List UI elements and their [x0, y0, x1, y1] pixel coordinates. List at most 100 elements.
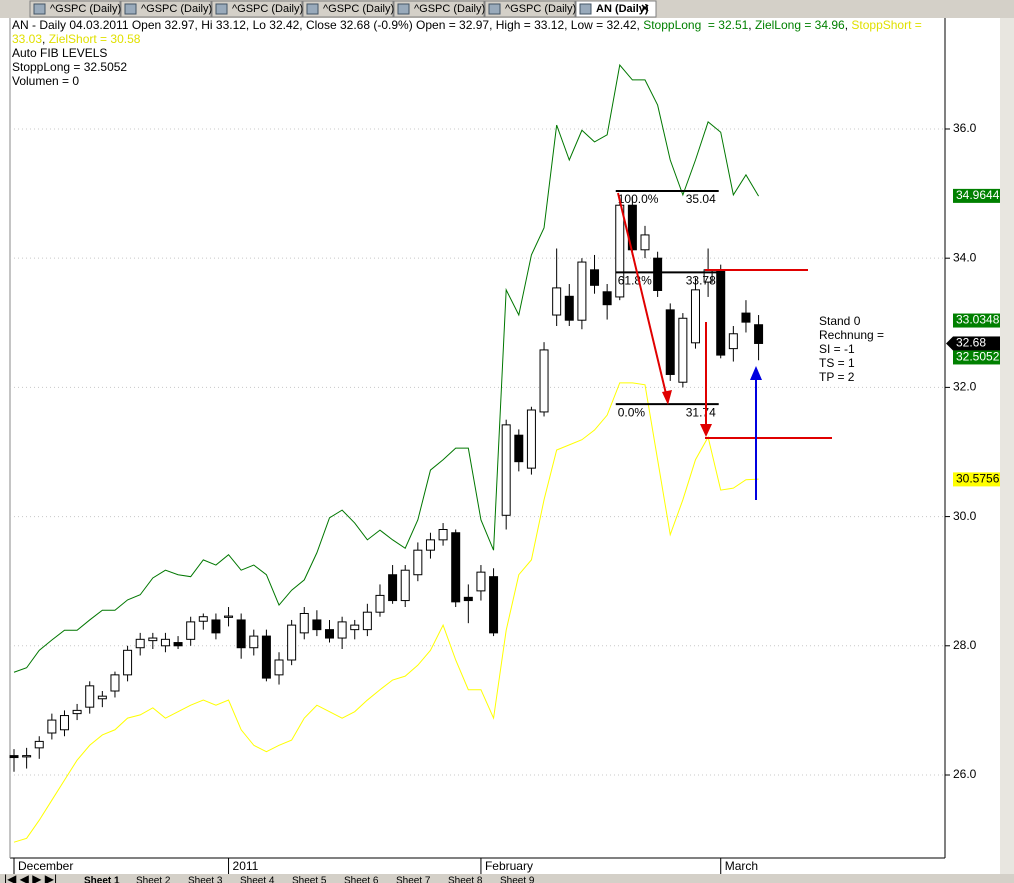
candle-body — [501, 424, 511, 516]
candle-body — [716, 269, 726, 356]
header-line: Volumen = 0 — [12, 74, 80, 88]
tab-icon — [215, 3, 228, 15]
drawings — [617, 192, 832, 500]
candle-body — [564, 295, 574, 321]
price-label: 30.5756 — [956, 472, 1000, 486]
x-tick-label: March — [725, 859, 758, 873]
tab-icon — [306, 3, 319, 15]
candle-body — [754, 324, 764, 344]
header-segment: , — [844, 18, 852, 32]
sheet-tab[interactable]: Sheet 1 — [84, 876, 120, 883]
candle-body — [312, 619, 322, 631]
candle-body — [9, 755, 19, 759]
tab-label[interactable]: ^GSPC (Daily) — [141, 3, 212, 15]
sheet-tab[interactable]: Sheet 3 — [188, 876, 223, 883]
tab-label[interactable]: ^GSPC (Daily) — [50, 3, 121, 15]
header-segment: StoppLong = 32.51 — [643, 18, 749, 32]
candle-body — [299, 612, 309, 634]
candle-body — [741, 312, 751, 323]
candle-body — [325, 629, 334, 639]
tab[interactable] — [393, 0, 485, 18]
info-line: TP = 2 — [819, 370, 855, 384]
candle-body — [34, 740, 44, 749]
header-line: StoppLong = 32.5052 — [12, 60, 128, 74]
candle-body — [388, 574, 398, 602]
sheet-tab[interactable]: Sheet 9 — [500, 876, 535, 883]
tab-close[interactable] — [641, 4, 649, 12]
y-tick-label: 28.0 — [953, 638, 977, 652]
x-tick-label: December — [18, 859, 73, 873]
candle-body — [211, 619, 221, 634]
sheet-nav[interactable]: |◀ ◀ ▶ ▶| — [4, 872, 57, 883]
sheet-tab[interactable]: Sheet 6 — [344, 876, 379, 883]
candle-body — [413, 549, 423, 576]
y-tick-label: 34.0 — [953, 250, 977, 264]
price-box — [953, 472, 1000, 487]
header-line: Auto FIB LEVELS — [12, 46, 108, 60]
header-segment: , — [748, 18, 755, 32]
candle-body — [463, 596, 473, 602]
candle-body — [590, 269, 600, 286]
candle-body — [337, 621, 347, 639]
fib-label: 100.0% — [618, 192, 659, 206]
candle-body — [186, 621, 196, 640]
price-label: 32.68 — [956, 336, 986, 350]
y-tick-label: 30.0 — [953, 509, 977, 523]
candle-body — [160, 638, 170, 647]
tab[interactable] — [120, 0, 212, 18]
candle-body — [425, 539, 435, 551]
y-tick-label: 36.0 — [953, 121, 977, 135]
sheet-tab[interactable]: Sheet 7 — [396, 876, 431, 883]
candle-body — [653, 257, 663, 291]
sheet-tab[interactable]: Sheet 8 — [448, 876, 483, 883]
price-label: 34.9644 — [956, 188, 1000, 202]
sheet-tab[interactable]: Sheet 5 — [292, 876, 327, 883]
tab-label[interactable]: ^GSPC (Daily) — [323, 3, 394, 15]
scrollbar[interactable] — [1000, 18, 1014, 883]
fib-label: 0.0% — [618, 405, 646, 419]
tab-label[interactable]: ^GSPC (Daily) — [232, 3, 303, 15]
candle-body — [198, 616, 208, 622]
candle-body — [539, 349, 549, 413]
tab-icon — [488, 3, 501, 15]
band-line — [13, 63, 760, 673]
candle-body — [678, 317, 688, 383]
price-box — [953, 350, 1000, 365]
y-tick-label: 26.0 — [953, 767, 977, 781]
band-line — [13, 382, 759, 843]
arrow-head — [750, 366, 762, 380]
candle-body — [728, 333, 738, 350]
candle-body — [375, 594, 385, 613]
header-segment: AN - Daily 04.03.2011 Open 32.97, Hi 33.… — [12, 18, 644, 32]
sheet-tab[interactable]: Sheet 2 — [136, 876, 171, 883]
tab-label[interactable]: ^GSPC (Daily) — [505, 3, 576, 15]
tab-icon — [124, 3, 137, 15]
fib-value: 31.74 — [686, 405, 716, 419]
candle-body — [236, 619, 246, 649]
fib-value: 33.78 — [686, 274, 716, 288]
price-box — [953, 336, 1000, 351]
plot: 36.0 34.0 32.0 30.0 28.0 26.0 December 2011 Febr… — [9, 63, 977, 874]
candle-body — [47, 719, 57, 734]
candle-body — [577, 261, 587, 321]
tab-label[interactable]: AN (Daily) — [596, 3, 649, 15]
sheet-tab[interactable]: Sheet 4 — [240, 876, 275, 883]
candle-body — [59, 715, 69, 731]
candle-body — [97, 695, 107, 700]
tab[interactable] — [211, 0, 303, 18]
tab[interactable] — [29, 0, 121, 18]
tab[interactable] — [575, 0, 657, 18]
price-pointer — [946, 336, 953, 351]
candle-body — [476, 571, 486, 592]
price-label: 32.5052 — [956, 350, 1000, 364]
x-tick-label: 2011 — [233, 859, 259, 873]
candle-body — [123, 649, 133, 676]
candle-body — [526, 409, 536, 469]
tab[interactable] — [302, 0, 394, 18]
header-segment: StoppShort = 33.03 — [12, 18, 926, 46]
tab[interactable] — [484, 0, 576, 18]
price-box — [953, 313, 1000, 328]
tab-label[interactable]: ^GSPC (Daily) — [414, 3, 485, 15]
